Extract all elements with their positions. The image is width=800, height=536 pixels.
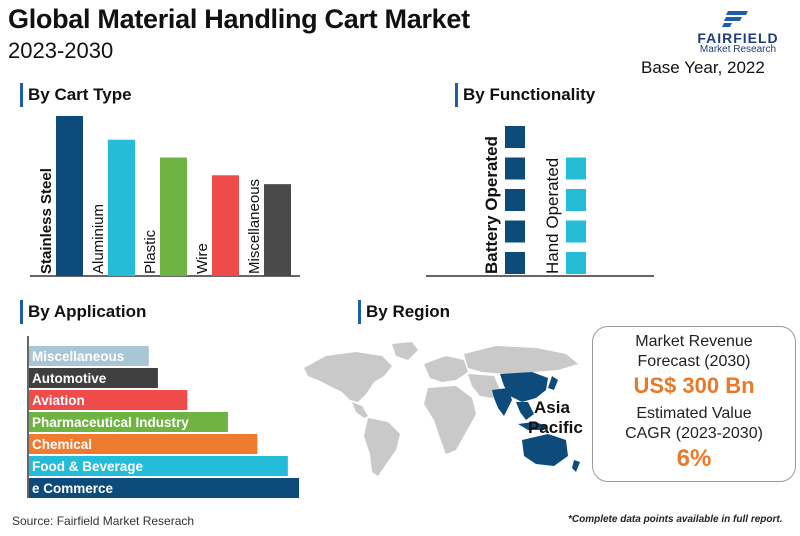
functionality-chart: Battery Operated Hand Operated	[426, 126, 654, 277]
bar-label-wire: Wire	[194, 243, 211, 274]
bar-chemical	[29, 434, 258, 454]
bar-pharmaceutical-industry	[29, 412, 228, 432]
bar-label-miscellaneous: Miscellaneous	[32, 349, 124, 364]
bar-aviation	[29, 390, 188, 410]
logo-subtitle: Market Research	[699, 44, 777, 55]
section-title-cart-type: By Cart Type	[20, 83, 132, 107]
application-chart: Miscellaneous Automotive Aviation Pharmaceu…	[27, 336, 299, 498]
bar-miscellaneous	[264, 184, 291, 276]
bar-miscellaneous	[29, 346, 149, 366]
segment-hand-operated	[566, 252, 586, 274]
forecast-revenue: US$ 300 Bn	[633, 373, 755, 398]
bar-label-aviation: Aviation	[32, 393, 85, 408]
bar-e-commerce	[29, 478, 299, 498]
source-note: Source: Fairfield Market Reserach	[12, 514, 195, 528]
bar-aluminium	[108, 139, 135, 276]
page-title: Global Material Handling Cart Market	[8, 4, 470, 34]
bar-label-stainless-steel: Stainless Steel	[38, 168, 55, 274]
bar-plastic	[160, 157, 187, 276]
bar-food-beverage	[29, 456, 288, 476]
forecast-line2: Forecast (2030)	[637, 353, 751, 370]
section-title-application: By Application	[20, 300, 146, 324]
page-subtitle: 2023-2030	[8, 38, 114, 63]
section-title-region: By Region	[358, 300, 450, 324]
bar-label-aluminium: Aluminium	[90, 204, 107, 274]
segment-battery-operated	[505, 157, 525, 180]
section-title-functionality: By Functionality	[455, 83, 595, 107]
bar-label-hand-operated: Hand Operated	[543, 158, 562, 274]
bar-stainless-steel	[56, 116, 83, 276]
fairfield-logo-icon	[722, 11, 748, 27]
world-map-land	[304, 342, 578, 476]
segment-battery-operated	[505, 126, 525, 148]
forecast-line3: Estimated Value	[636, 405, 752, 422]
bar-label-automotive: Automotive	[32, 371, 107, 386]
bar-label-plastic: Plastic	[142, 229, 159, 274]
segment-battery-operated	[505, 220, 525, 243]
footnote: *Complete data points available in full …	[568, 514, 783, 525]
bar-wire	[212, 175, 239, 276]
segment-hand-operated	[566, 157, 586, 180]
base-year: Base Year, 2022	[641, 58, 765, 77]
cart-type-chart: Stainless Steel Aluminium Plastic Wire Misce…	[30, 116, 300, 277]
segment-battery-operated	[505, 252, 525, 274]
bar-label-battery-operated: Battery Operated	[482, 136, 501, 274]
bar-label-miscellaneous: Miscellaneous	[246, 179, 263, 274]
bar-label-pharmaceutical-industry: Pharmaceutical Industry	[32, 415, 189, 430]
segment-hand-operated	[566, 189, 586, 211]
forecast-cagr: 6%	[676, 445, 712, 472]
world-map	[304, 342, 580, 476]
segment-battery-operated	[505, 189, 525, 211]
logo-name: FAIRFIELD	[697, 30, 779, 46]
region-label-line2: Pacific	[528, 418, 583, 437]
region-label-line1: Asia	[534, 398, 570, 417]
segment-hand-operated	[566, 220, 586, 243]
bar-label-food-beverage: Food & Beverage	[32, 459, 144, 474]
forecast-box: Market Revenue Forecast (2030) US$ 300 B…	[592, 326, 796, 482]
bar-label-chemical: Chemical	[32, 437, 92, 452]
fairfield-logo: FAIRFIELD Market Research	[690, 6, 786, 55]
asia-pacific-region	[492, 372, 580, 472]
bar-label-e-commerce: e Commerce	[32, 481, 114, 496]
forecast-line4: CAGR (2023-2030)	[625, 425, 763, 442]
bar-automotive	[29, 368, 158, 388]
forecast-line1: Market Revenue	[635, 333, 753, 350]
